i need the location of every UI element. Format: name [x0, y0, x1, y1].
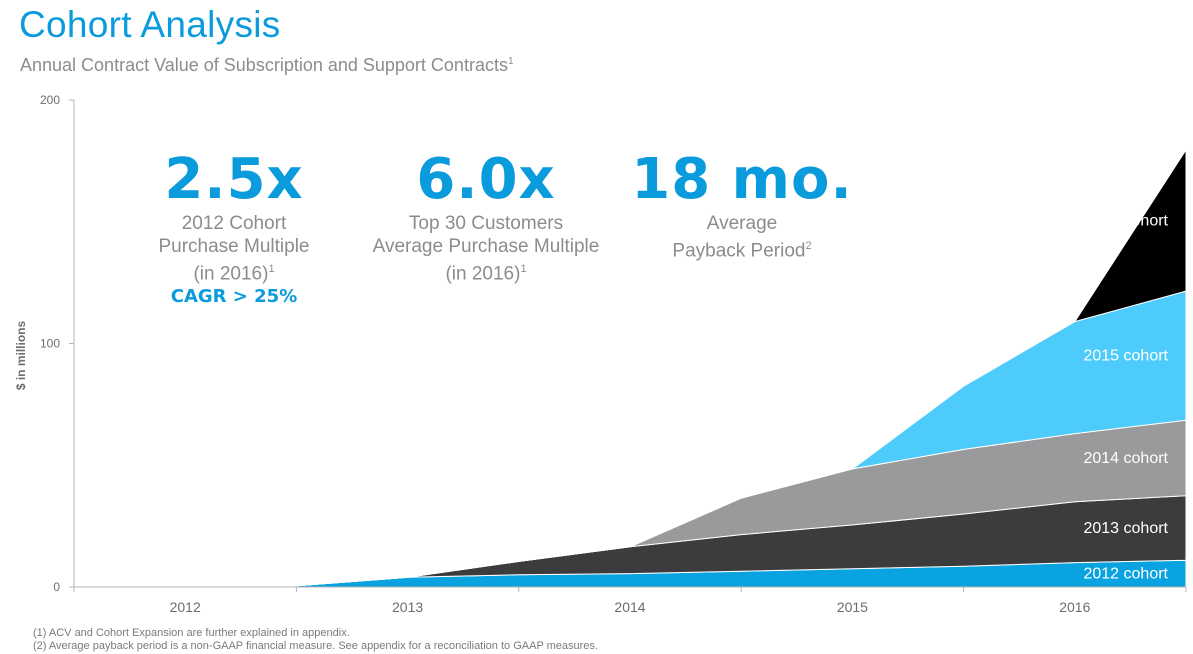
footnote-ref: 1	[268, 263, 275, 275]
area-2016-cohort	[185, 148, 1187, 588]
stat-line: (in 2016)1	[346, 258, 626, 285]
stat-line: Average Purchase Multiple	[372, 236, 600, 257]
stat-line: 2012 Cohort	[181, 213, 287, 234]
footnote-ref: 1	[520, 263, 527, 275]
stat-line: Top 30 Customers	[408, 213, 564, 234]
stat-payback-period: 18 mo. Average Payback Period2	[622, 148, 862, 262]
stat-top30-customers: 6.0x Top 30 Customers Average Purchase M…	[346, 148, 626, 285]
footnote-2: (2) Average payback period is a non-GAAP…	[33, 640, 598, 652]
stat-line: Payback Period2	[622, 235, 862, 262]
stat-line-text: Payback Period	[672, 240, 806, 262]
stat-line: Purchase Multiple	[158, 236, 310, 257]
series-label-2014-cohort: 2014 cohort	[1083, 450, 1168, 467]
x-tick-label: 2012	[170, 599, 201, 615]
x-tick-label: 2015	[837, 599, 868, 615]
footnote-ref: 2	[805, 240, 812, 252]
y-axis-label: $ in millions	[14, 321, 28, 391]
x-tick-label: 2016	[1059, 599, 1090, 615]
series-label-2015-cohort: 2015 cohort	[1083, 348, 1168, 365]
y-tick-label: 200	[40, 93, 60, 107]
stat-line-text: (in 2016)	[445, 263, 521, 285]
y-tick-label: 100	[40, 337, 60, 351]
y-tick-label: 0	[53, 580, 60, 594]
page-subtitle: Annual Contract Value of Subscription an…	[20, 55, 514, 76]
series-label-2016-cohort: 2016 cohort	[1083, 213, 1168, 230]
series-label-2012-cohort: 2012 cohort	[1083, 566, 1168, 583]
x-tick-label: 2013	[392, 599, 423, 615]
stat-line: Average	[706, 213, 778, 234]
stat-2012-cohort: 2.5x 2012 Cohort Purchase Multiple (in 2…	[134, 148, 334, 309]
stat-value: 6.0x	[416, 147, 556, 212]
footnote-1: (1) ACV and Cohort Expansion are further…	[33, 627, 350, 639]
page-title: Cohort Analysis	[19, 4, 281, 45]
series-label-2013-cohort: 2013 cohort	[1083, 520, 1168, 537]
stat-value: 18 mo.	[631, 147, 853, 212]
stat-line-text: (in 2016)	[193, 263, 269, 285]
x-tick-label: 2014	[614, 599, 645, 615]
cagr-highlight: CAGR > 25%	[170, 286, 298, 308]
subtitle-footnote-ref: 1	[507, 56, 514, 67]
stat-line: (in 2016)1	[134, 258, 334, 285]
stat-value: 2.5x	[164, 147, 304, 212]
subtitle-text: Annual Contract Value of Subscription an…	[20, 55, 508, 75]
